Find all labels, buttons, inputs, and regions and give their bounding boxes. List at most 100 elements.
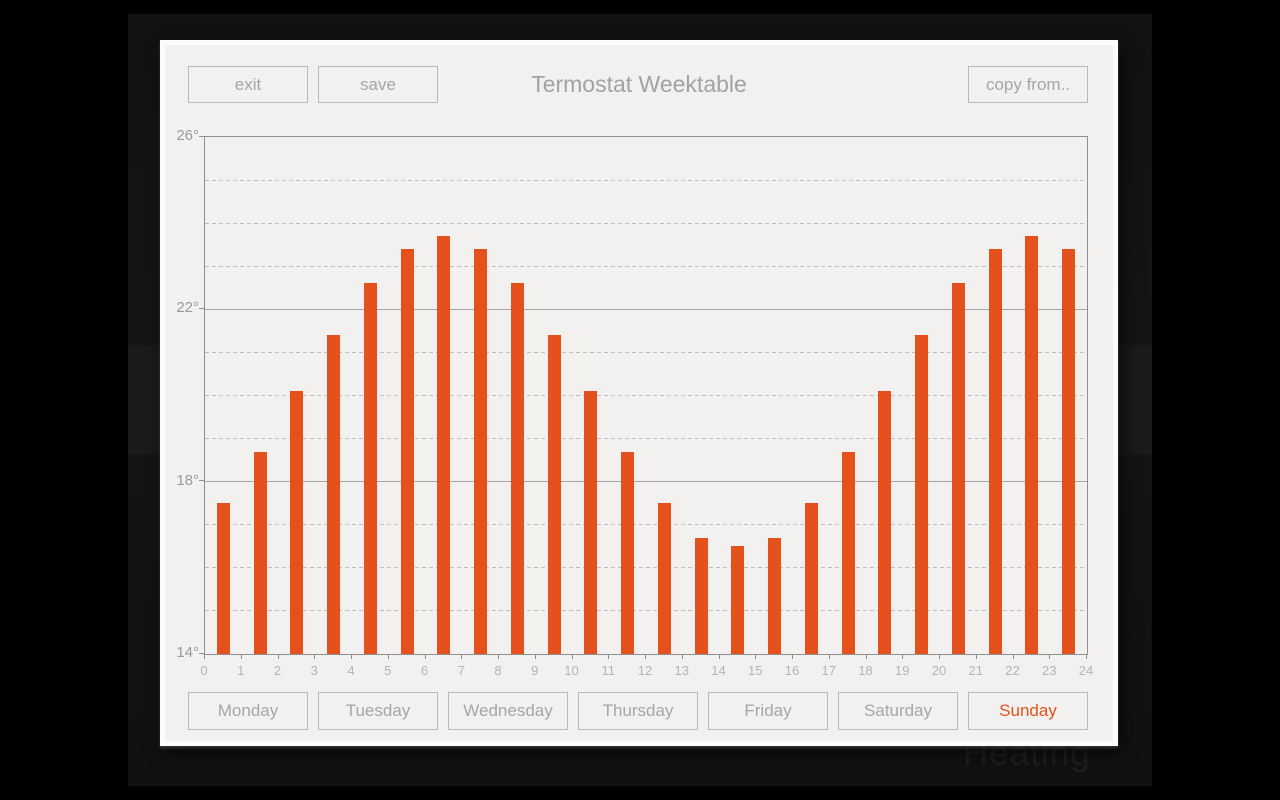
x-tick-10	[571, 654, 573, 659]
x-tick-2	[277, 654, 279, 659]
x-tick-label-19: 19	[895, 663, 910, 678]
day-tab-thursday[interactable]: Thursday	[578, 692, 698, 730]
day-tab-wednesday[interactable]: Wednesday	[448, 692, 568, 730]
bar-hour-18[interactable]	[878, 391, 892, 654]
bar-hour-0[interactable]	[216, 503, 230, 654]
gridline-dashed-19	[205, 438, 1087, 440]
gridline-solid-22	[205, 308, 1087, 310]
bar-hour-1[interactable]	[253, 451, 267, 654]
x-tick-label-12: 12	[637, 663, 653, 678]
x-tick-label-2: 2	[273, 663, 282, 678]
gridline-dashed-24	[205, 222, 1087, 224]
bar-hour-3[interactable]	[327, 335, 341, 654]
x-tick-1	[240, 654, 242, 659]
bar-hour-9[interactable]	[547, 335, 561, 654]
x-tick-label-24: 24	[1078, 663, 1094, 678]
x-tick-15	[755, 654, 757, 659]
x-tick-18	[865, 654, 867, 659]
bar-hour-6[interactable]	[437, 236, 451, 654]
x-tick-7	[461, 654, 463, 659]
x-tick-label-22: 22	[1005, 663, 1020, 678]
x-tick-label-23: 23	[1042, 663, 1057, 678]
bar-hour-8[interactable]	[510, 283, 524, 654]
x-tick-label-10: 10	[564, 663, 579, 678]
x-tick-9	[534, 654, 536, 659]
bar-hour-12[interactable]	[657, 503, 671, 654]
bar-hour-17[interactable]	[841, 451, 855, 654]
save-button[interactable]: save	[318, 66, 438, 103]
x-tick-label-5: 5	[384, 663, 392, 678]
x-tick-label-8: 8	[494, 663, 502, 678]
x-tick-label-15: 15	[748, 663, 763, 678]
y-tick-22	[199, 307, 204, 309]
day-tab-friday[interactable]: Friday	[708, 692, 828, 730]
x-tick-4	[351, 654, 352, 659]
y-tick-label-18: 18°	[176, 471, 199, 489]
weektable-chart: 26° 22° 18° 14° 0 1 2 3 4 5 6 7 8 9 10 11 12 13 14 15 16 17 18…	[165, 45, 1113, 685]
x-tick-21	[975, 654, 977, 659]
gridline-dashed-21	[205, 351, 1087, 353]
bar-hour-20[interactable]	[951, 283, 965, 654]
x-tick-label-18: 18	[858, 663, 873, 678]
bar-hour-13[interactable]	[694, 537, 708, 654]
x-tick-label-4: 4	[347, 663, 355, 678]
x-tick-label-9: 9	[531, 663, 539, 678]
x-tick-0	[204, 654, 205, 659]
bar-hour-21[interactable]	[988, 249, 1002, 654]
x-tick-5	[387, 654, 389, 659]
x-tick-24	[1086, 654, 1087, 659]
x-tick-8	[498, 654, 499, 659]
bar-hour-11[interactable]	[621, 451, 635, 654]
day-tab-monday[interactable]: Monday	[188, 692, 308, 730]
gridline-dashed-20	[205, 395, 1087, 396]
gridline-dashed-17	[205, 524, 1087, 526]
x-tick-16	[792, 654, 793, 659]
x-tick-label-3: 3	[310, 663, 318, 678]
bar-hour-15[interactable]	[768, 537, 782, 654]
y-tick-18	[199, 480, 204, 482]
gridline-solid-18	[205, 481, 1087, 483]
x-tick-20	[939, 654, 940, 659]
x-tick-label-7: 7	[457, 663, 465, 678]
exit-button[interactable]: exit	[188, 66, 308, 103]
day-tab-tuesday[interactable]: Tuesday	[318, 692, 438, 730]
copy-from-button[interactable]: copy from..	[968, 66, 1088, 103]
plot-area[interactable]	[204, 136, 1088, 655]
bar-hour-16[interactable]	[804, 503, 818, 654]
x-tick-label-0: 0	[200, 663, 208, 678]
x-tick-label-6: 6	[420, 663, 429, 678]
x-tick-19	[902, 654, 904, 659]
x-tick-11	[608, 654, 610, 659]
x-tick-label-20: 20	[931, 663, 947, 678]
bar-hour-14[interactable]	[731, 546, 745, 654]
y-tick-label-22: 22°	[176, 299, 199, 317]
gridline-dashed-16	[205, 567, 1087, 569]
gridline-dashed-15	[205, 610, 1087, 612]
bar-hour-19[interactable]	[915, 335, 929, 654]
x-tick-6	[424, 654, 426, 659]
x-tick-label-13: 13	[674, 663, 689, 678]
x-tick-label-14: 14	[711, 663, 726, 678]
bar-hour-23[interactable]	[1062, 249, 1076, 654]
bar-hour-7[interactable]	[474, 249, 488, 654]
thermostat-weektable-dialog: exit save Termostat Weektable copy from.…	[160, 40, 1118, 746]
x-tick-22	[1012, 654, 1014, 659]
bar-hour-4[interactable]	[363, 283, 377, 654]
day-tab-sunday[interactable]: Sunday	[968, 692, 1088, 730]
x-tick-label-21: 21	[968, 663, 983, 678]
x-tick-label-17: 17	[821, 663, 836, 678]
y-tick-label-14: 14°	[176, 644, 199, 661]
day-tab-saturday[interactable]: Saturday	[838, 692, 958, 730]
y-tick-26	[199, 135, 204, 137]
bar-hour-2[interactable]	[290, 391, 304, 654]
gridline-dashed-23	[205, 265, 1087, 267]
x-tick-23	[1049, 654, 1051, 659]
bar-hour-10[interactable]	[584, 391, 598, 654]
x-tick-17	[828, 654, 830, 659]
bar-hour-5[interactable]	[400, 249, 414, 654]
dialog-title: Termostat Weektable	[531, 71, 747, 97]
x-tick-label-11: 11	[601, 663, 616, 678]
x-tick-3	[314, 654, 316, 659]
bar-hour-22[interactable]	[1025, 236, 1039, 654]
y-tick-14	[199, 652, 204, 654]
